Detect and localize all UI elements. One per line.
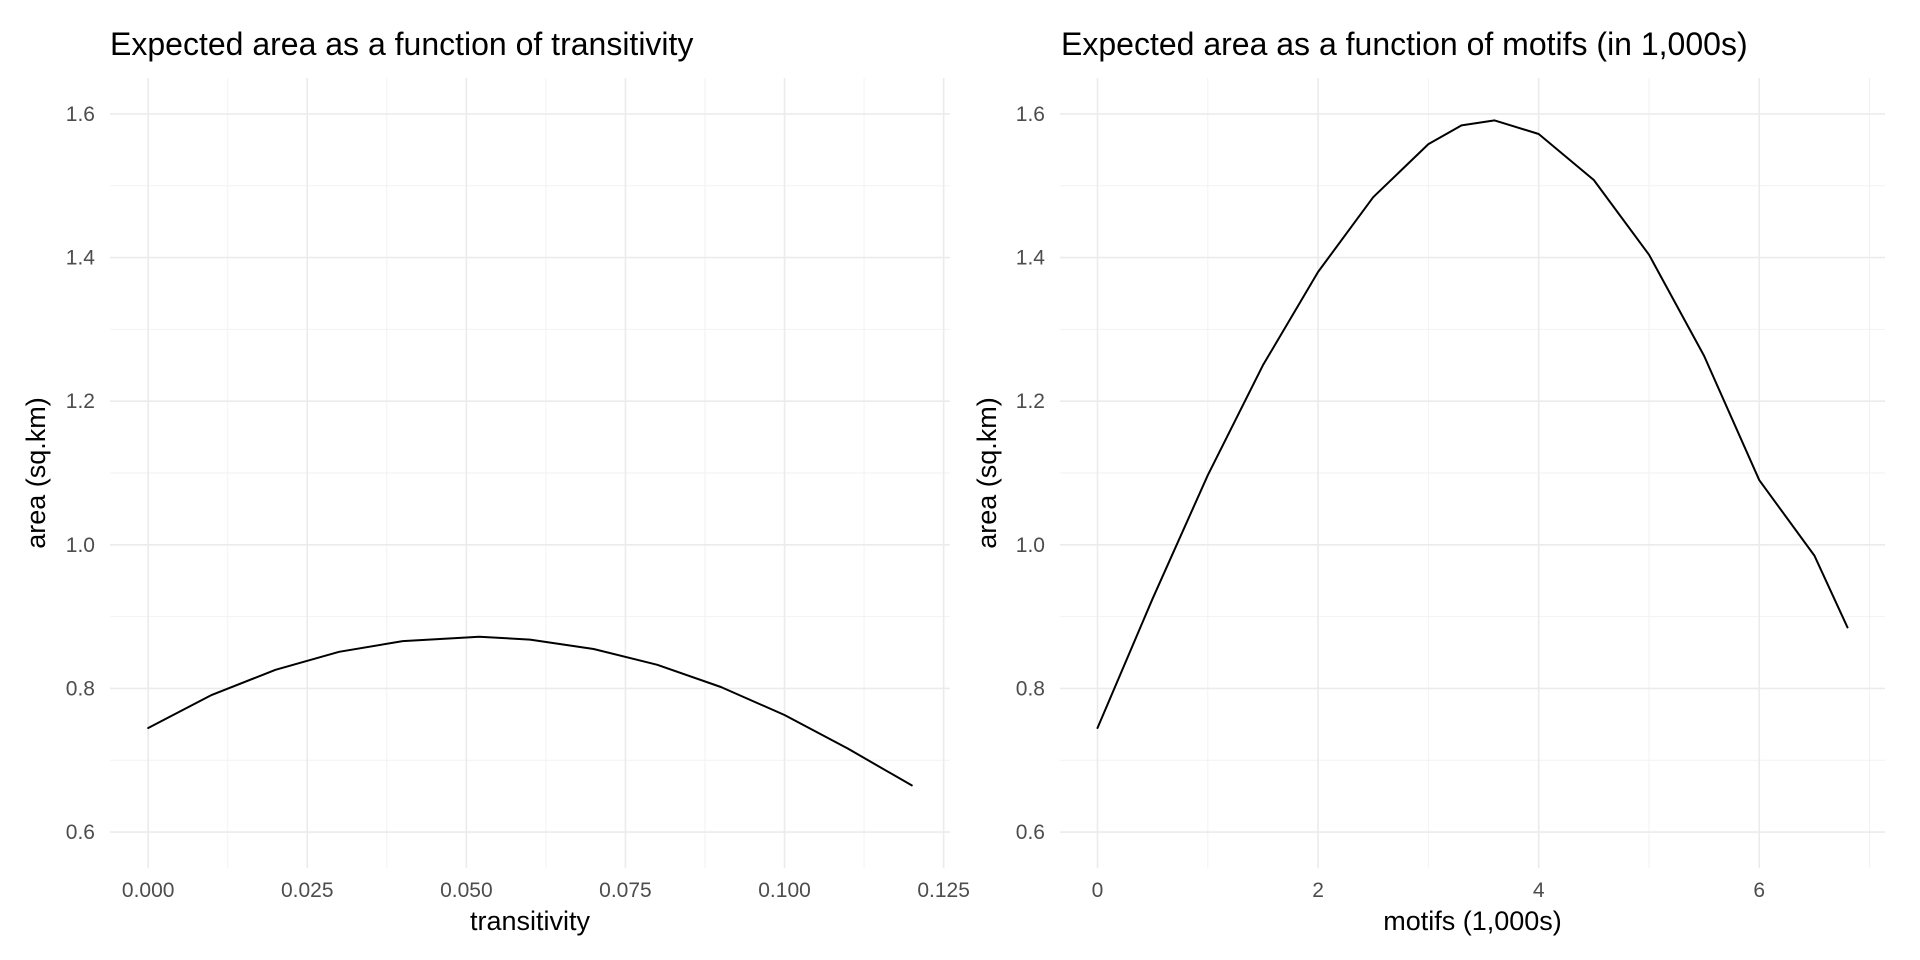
right-chart-panel: 0.6 0.8 1.0 1.2 1.4 1.6 0 2 4 6 Expected area as a…	[972, 26, 1885, 936]
y-tick-label: 1.6	[1016, 103, 1045, 126]
chart-title: Expected area as a function of motifs (i…	[1061, 26, 1748, 62]
series-line	[147, 635, 913, 787]
y-tick-label: 0.6	[66, 821, 95, 844]
x-tick-label: 0.000	[122, 879, 175, 902]
y-tick-label: 0.8	[1016, 677, 1045, 700]
x-tick-label: 0.050	[440, 879, 493, 902]
y-tick-label: 1.2	[66, 390, 95, 413]
y-axis-title: area (sq.km)	[972, 397, 1002, 549]
left-chart-panel: 0.6 0.8 1.0 1.2 1.4 1.6 0.000 0.025 0.050 0.075 0.…	[21, 26, 970, 936]
y-axis-title: area (sq.km)	[21, 397, 51, 549]
y-tick-label: 1.0	[1016, 534, 1045, 557]
x-axis-title: transitivity	[470, 906, 591, 936]
x-axis-title: motifs (1,000s)	[1383, 906, 1562, 936]
series-line	[1096, 119, 1849, 729]
y-tick-label: 1.4	[66, 247, 96, 270]
chart-title: Expected area as a function of transitiv…	[110, 26, 693, 62]
y-tick-label: 1.0	[66, 534, 95, 557]
x-tick-label: 6	[1753, 879, 1765, 902]
y-tick-label: 1.2	[1016, 390, 1045, 413]
x-tick-label: 4	[1533, 879, 1545, 902]
x-tick-label: 0.075	[599, 879, 652, 902]
x-tick-label: 0.100	[758, 879, 811, 902]
x-tick-label: 0	[1092, 879, 1104, 902]
x-tick-label: 0.125	[917, 879, 970, 902]
y-tick-label: 1.4	[1016, 247, 1046, 270]
y-tick-label: 0.6	[1016, 821, 1045, 844]
x-tick-label: 0.025	[281, 879, 334, 902]
y-tick-label: 0.8	[66, 677, 95, 700]
y-tick-label: 1.6	[66, 103, 95, 126]
x-tick-label: 2	[1312, 879, 1324, 902]
